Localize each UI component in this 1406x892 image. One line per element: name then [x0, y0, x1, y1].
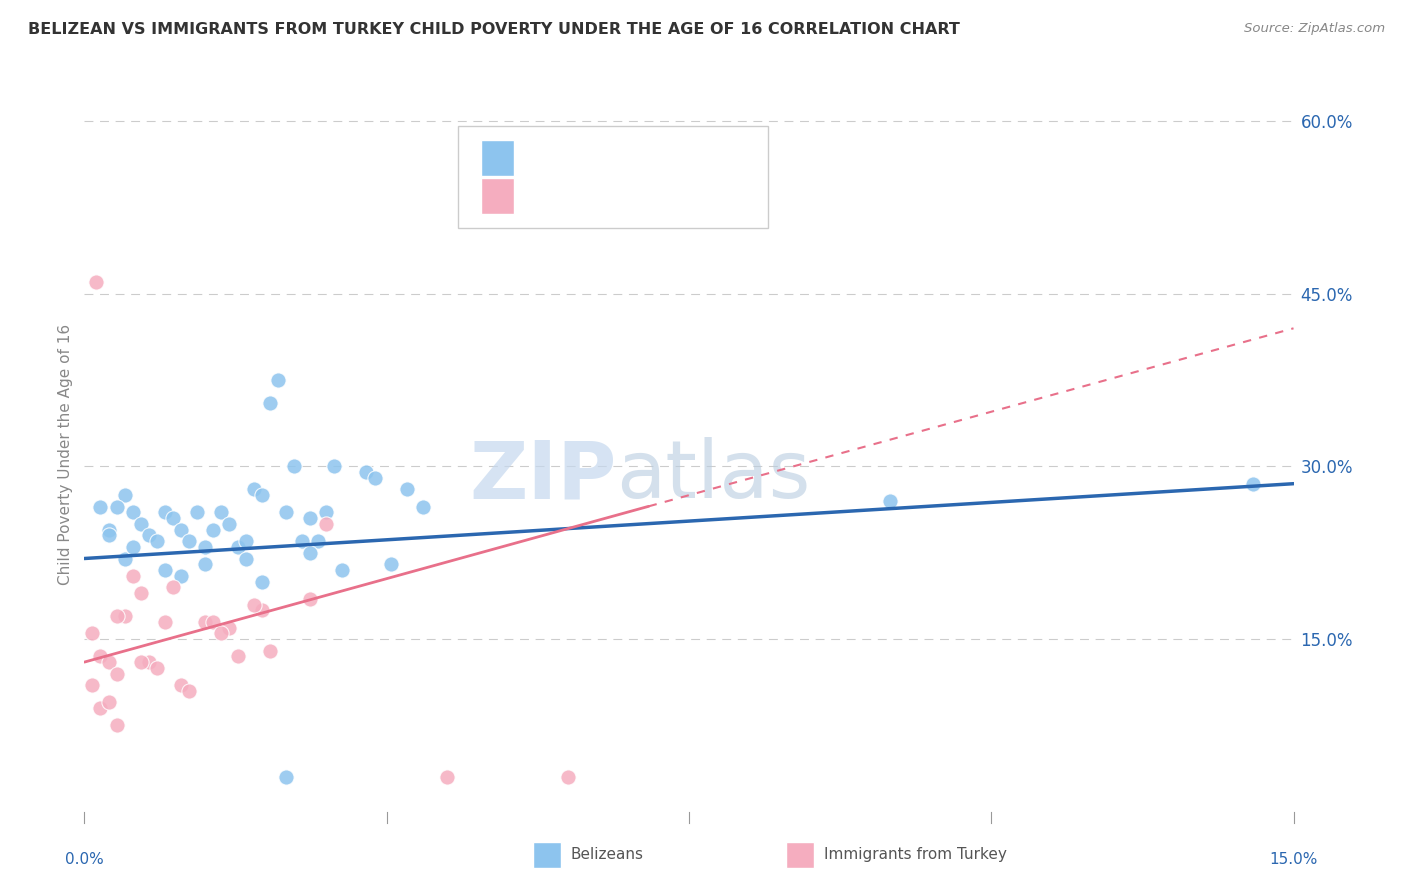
- Text: R = 0.256: R = 0.256: [524, 187, 607, 205]
- Point: [202, 523, 225, 537]
- Point: [82, 678, 104, 692]
- Point: [86, 275, 108, 289]
- Point: [121, 506, 143, 520]
- Point: [114, 488, 136, 502]
- Point: [380, 558, 402, 572]
- Point: [121, 540, 143, 554]
- Point: [170, 678, 193, 692]
- Point: [412, 500, 434, 514]
- Point: [283, 459, 305, 474]
- Point: [299, 546, 322, 560]
- Point: [153, 563, 176, 577]
- Point: [121, 568, 143, 582]
- Point: [129, 516, 152, 531]
- Point: [129, 655, 152, 669]
- Point: [186, 506, 208, 520]
- Text: N = 48: N = 48: [633, 149, 695, 167]
- Text: 0.0%: 0.0%: [65, 852, 104, 867]
- Text: N = 16: N = 16: [633, 187, 695, 205]
- Point: [179, 684, 201, 698]
- Point: [315, 506, 337, 520]
- Point: [153, 615, 176, 629]
- Point: [226, 540, 249, 554]
- Text: BELIZEAN VS IMMIGRANTS FROM TURKEY CHILD POVERTY UNDER THE AGE OF 16 CORRELATION: BELIZEAN VS IMMIGRANTS FROM TURKEY CHILD…: [28, 22, 960, 37]
- Text: ZIP: ZIP: [470, 437, 616, 516]
- Point: [315, 516, 337, 531]
- Point: [218, 621, 240, 635]
- Point: [114, 551, 136, 566]
- Point: [250, 574, 273, 589]
- Point: [323, 459, 346, 474]
- Point: [274, 770, 297, 784]
- Point: [1241, 476, 1264, 491]
- Point: [218, 516, 240, 531]
- Point: [299, 511, 322, 525]
- Point: [299, 591, 322, 606]
- Point: [291, 534, 314, 549]
- Point: [114, 609, 136, 624]
- Point: [226, 649, 249, 664]
- Point: [97, 695, 120, 709]
- Point: [879, 494, 901, 508]
- Point: [330, 563, 353, 577]
- Point: [557, 770, 579, 784]
- Text: Immigrants from Turkey: Immigrants from Turkey: [824, 847, 1007, 863]
- Point: [162, 511, 184, 525]
- Point: [97, 528, 120, 542]
- Point: [105, 609, 128, 624]
- Point: [259, 643, 281, 657]
- Point: [89, 649, 111, 664]
- Point: [250, 603, 273, 617]
- Point: [436, 770, 458, 784]
- Point: [267, 373, 290, 387]
- Point: [89, 701, 111, 715]
- Point: [129, 586, 152, 600]
- Point: [250, 488, 273, 502]
- Point: [170, 568, 193, 582]
- Point: [235, 551, 257, 566]
- Point: [82, 626, 104, 640]
- Point: [89, 500, 111, 514]
- Y-axis label: Child Poverty Under the Age of 16: Child Poverty Under the Age of 16: [58, 325, 73, 585]
- Point: [138, 655, 160, 669]
- Point: [363, 471, 385, 485]
- Point: [153, 506, 176, 520]
- Point: [138, 528, 160, 542]
- Point: [97, 655, 120, 669]
- Point: [146, 661, 169, 675]
- Point: [242, 483, 264, 497]
- Point: [235, 534, 257, 549]
- Point: [194, 558, 217, 572]
- Point: [209, 506, 232, 520]
- Point: [146, 534, 169, 549]
- Point: [194, 540, 217, 554]
- Point: [105, 666, 128, 681]
- Point: [242, 598, 264, 612]
- Text: 15.0%: 15.0%: [1270, 852, 1317, 867]
- Text: atlas: atlas: [616, 437, 811, 516]
- Point: [202, 615, 225, 629]
- Point: [307, 534, 329, 549]
- Point: [179, 534, 201, 549]
- Point: [356, 465, 378, 479]
- Point: [395, 483, 418, 497]
- Point: [97, 523, 120, 537]
- Point: [162, 580, 184, 594]
- Point: [274, 506, 297, 520]
- Point: [209, 626, 232, 640]
- Text: Source: ZipAtlas.com: Source: ZipAtlas.com: [1244, 22, 1385, 36]
- Point: [259, 396, 281, 410]
- Text: R = 0.076: R = 0.076: [524, 149, 607, 167]
- Point: [105, 718, 128, 732]
- Point: [194, 615, 217, 629]
- Point: [170, 523, 193, 537]
- Text: Belizeans: Belizeans: [571, 847, 644, 863]
- Point: [105, 500, 128, 514]
